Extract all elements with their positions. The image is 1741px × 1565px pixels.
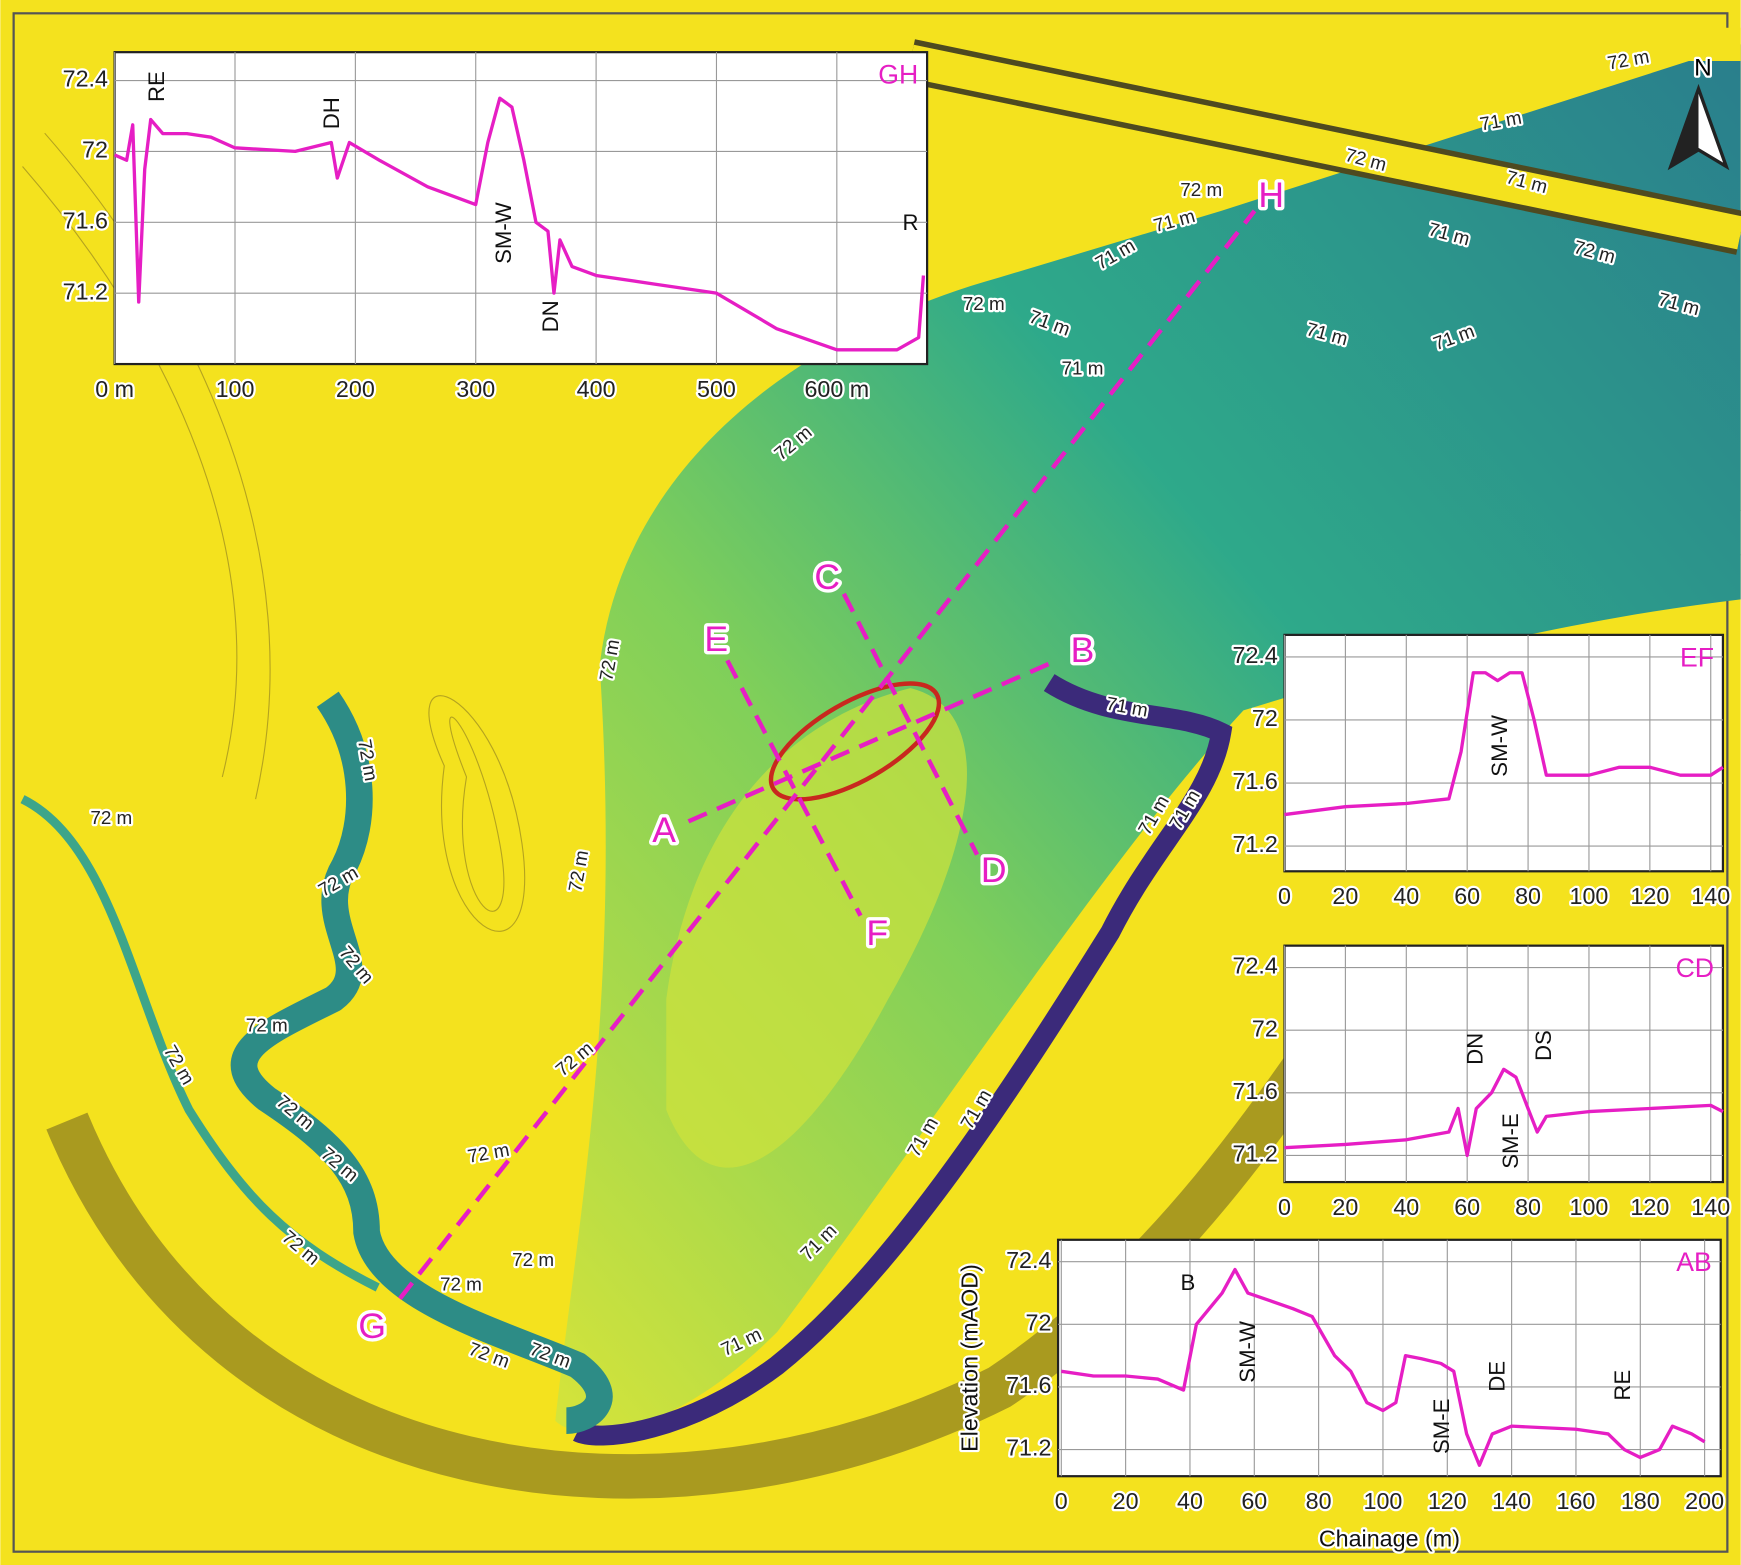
annotation: B <box>1181 1270 1196 1295</box>
section-label: B <box>1071 630 1095 670</box>
section-label: E <box>704 619 728 659</box>
x-tick-label: 160 <box>1557 1488 1596 1514</box>
annotation: R <box>902 210 918 235</box>
section-label: G <box>358 1306 386 1346</box>
y-tick-label: 72 <box>82 137 108 163</box>
x-tick-label: 60 <box>1454 883 1480 909</box>
contour-label: 72 m <box>1180 179 1222 200</box>
y-tick-label: 72.4 <box>1006 1247 1051 1273</box>
annotation: DS <box>1531 1030 1556 1061</box>
plot-area <box>1058 1240 1721 1476</box>
x-tick-label: 20 <box>1113 1488 1139 1514</box>
y-tick-label: 71.2 <box>1233 831 1278 857</box>
contour-label: 72 m <box>963 293 1005 314</box>
section-label: D <box>981 850 1007 890</box>
x-tick-label: 20 <box>1332 883 1358 909</box>
annotation: SM-E <box>1498 1113 1523 1168</box>
x-tick-label: 400 <box>577 376 616 402</box>
x-tick-label: 80 <box>1515 1194 1541 1220</box>
x-tick-label: 140 <box>1492 1488 1531 1514</box>
y-tick-label: 72.4 <box>1233 953 1278 979</box>
x-tick-label: 120 <box>1428 1488 1467 1514</box>
section-label: F <box>866 913 888 953</box>
profile-chart: 71.2 71.6 72 72.4 0 m 100 200 300 400 500 600 m GH R… <box>63 52 927 402</box>
x-tick-label: 40 <box>1177 1488 1203 1514</box>
map-figure: N ABCDEFGH72 m71 m72 m71 m72 m71 m71 m71… <box>0 0 1741 1565</box>
annotation: DN <box>538 300 563 332</box>
x-tick-label: 40 <box>1393 1194 1419 1220</box>
y-tick-label: 71.2 <box>1006 1435 1051 1461</box>
x-tick-label: 80 <box>1306 1488 1332 1514</box>
y-tick-label: 71.6 <box>1233 1078 1278 1104</box>
chart-title: GH <box>878 60 918 90</box>
x-tick-label: 20 <box>1332 1194 1358 1220</box>
annotation: SM-W <box>491 202 516 264</box>
y-tick-label: 71.2 <box>63 278 108 304</box>
x-tick-label: 100 <box>216 376 255 402</box>
x-tick-label: 120 <box>1630 1194 1669 1220</box>
contour-label: 72 m <box>246 1015 288 1036</box>
x-tick-label: 60 <box>1241 1488 1267 1514</box>
x-tick-label: 200 <box>336 376 375 402</box>
annotation: DH <box>319 97 344 129</box>
y-tick-label: 72.4 <box>63 66 108 92</box>
x-tick-label: 100 <box>1570 883 1609 909</box>
annotation: RE <box>144 71 169 102</box>
x-tick-label: 120 <box>1630 883 1669 909</box>
y-tick-label: 72 <box>1025 1309 1051 1335</box>
x-tick-label: 60 <box>1454 1194 1480 1220</box>
x-tick-label: 140 <box>1691 883 1730 909</box>
x-tick-label: 180 <box>1621 1488 1660 1514</box>
contour-label: 72 m <box>440 1273 482 1294</box>
y-axis-label: Elevation (mAOD) <box>957 1264 983 1452</box>
x-tick-label: 600 m <box>804 376 869 402</box>
chart-title: AB <box>1676 1247 1712 1277</box>
annotation: RE <box>1610 1370 1635 1401</box>
x-tick-label: 0 <box>1278 1194 1291 1220</box>
annotation: DN <box>1462 1033 1487 1065</box>
chart-title: CD <box>1676 953 1714 983</box>
x-tick-label: 200 <box>1685 1488 1724 1514</box>
annotation: SM-W <box>1487 715 1512 777</box>
section-label: H <box>1258 175 1284 215</box>
chart-title: EF <box>1680 642 1714 672</box>
y-tick-label: 71.2 <box>1233 1141 1278 1167</box>
x-tick-label: 0 m <box>95 376 134 402</box>
y-tick-label: 71.6 <box>63 207 108 233</box>
annotation: DE <box>1485 1361 1510 1392</box>
annotation: SM-W <box>1235 1321 1260 1383</box>
x-tick-label: 100 <box>1570 1194 1609 1220</box>
north-label: N <box>1694 54 1712 81</box>
x-tick-label: 140 <box>1691 1194 1730 1220</box>
y-tick-label: 72.4 <box>1233 642 1278 668</box>
contour-label: 71 m <box>1062 358 1104 379</box>
x-axis-label: Chainage (m) <box>1319 1526 1460 1552</box>
y-tick-label: 71.6 <box>1233 768 1278 794</box>
x-tick-label: 80 <box>1515 883 1541 909</box>
plot-area <box>115 52 927 364</box>
contour-label: 72 m <box>90 807 132 828</box>
y-tick-label: 71.6 <box>1006 1372 1051 1398</box>
x-tick-label: 0 <box>1278 883 1291 909</box>
section-label: C <box>814 557 840 597</box>
annotation: SM-E <box>1429 1399 1454 1454</box>
x-tick-label: 100 <box>1364 1488 1403 1514</box>
x-tick-label: 0 <box>1055 1488 1068 1514</box>
x-tick-label: 300 <box>456 376 495 402</box>
y-tick-label: 72 <box>1252 1015 1278 1041</box>
section-label: A <box>652 810 676 850</box>
contour-label: 72 m <box>512 1249 554 1270</box>
profile-chart: 71.2 71.6 72 72.4 0 20 40 60 80 100 120 140 EF SM-W <box>1233 635 1731 909</box>
x-tick-label: 40 <box>1393 883 1419 909</box>
profile-chart: 71.2 71.6 72 72.4 0 20 40 60 80 100 120 140 CD DN DS SM… <box>1233 946 1731 1220</box>
y-tick-label: 72 <box>1252 705 1278 731</box>
x-tick-label: 500 <box>697 376 736 402</box>
